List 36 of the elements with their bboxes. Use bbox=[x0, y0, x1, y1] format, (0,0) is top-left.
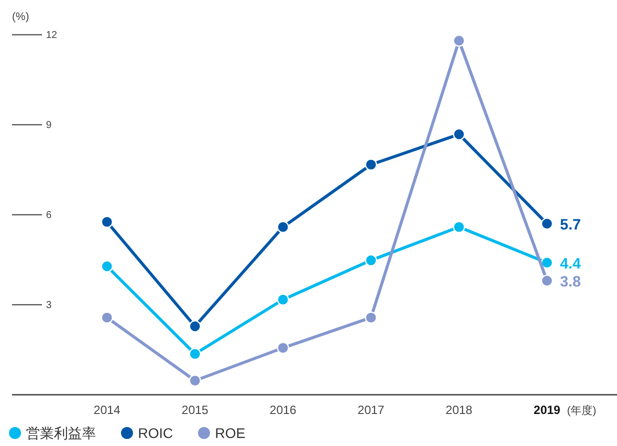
data-label: 5.7 bbox=[560, 216, 581, 234]
point bbox=[540, 218, 554, 230]
point bbox=[364, 158, 378, 171]
point bbox=[100, 216, 114, 228]
legend-label: ROE bbox=[215, 425, 246, 441]
point bbox=[364, 312, 378, 324]
point bbox=[276, 220, 290, 234]
legend-label: ROIC bbox=[138, 425, 173, 441]
point bbox=[276, 342, 290, 354]
point bbox=[188, 320, 202, 332]
legend-label: 営業利益率 bbox=[26, 425, 96, 441]
x-tick-label: 2014 bbox=[94, 403, 121, 417]
point bbox=[100, 312, 114, 324]
x-tick-label: 2018 bbox=[446, 403, 473, 417]
point bbox=[364, 254, 378, 266]
y-axis-title: (%) bbox=[12, 11, 30, 23]
data-label: 4.4 bbox=[560, 256, 582, 273]
y-tick-label: 6 bbox=[46, 210, 52, 222]
data-label: 3.8 bbox=[560, 274, 581, 291]
y-tick-label: 9 bbox=[46, 120, 52, 132]
point bbox=[452, 128, 466, 140]
y-tick-label: 12 bbox=[46, 30, 58, 42]
x-tick-label: 2017 bbox=[358, 403, 385, 417]
x-tick-label: 2015 bbox=[182, 403, 209, 417]
x-axis-title: (年度) bbox=[567, 404, 596, 417]
point bbox=[540, 256, 554, 269]
x-tick-label: 2016 bbox=[270, 403, 297, 417]
point bbox=[452, 220, 466, 234]
point bbox=[188, 348, 202, 360]
y-tick-label: 3 bbox=[46, 300, 52, 312]
point bbox=[452, 34, 466, 47]
point bbox=[276, 294, 290, 306]
point bbox=[100, 260, 114, 272]
point bbox=[540, 274, 554, 287]
x-tick-label: 2019 bbox=[534, 403, 561, 417]
point bbox=[188, 374, 202, 387]
